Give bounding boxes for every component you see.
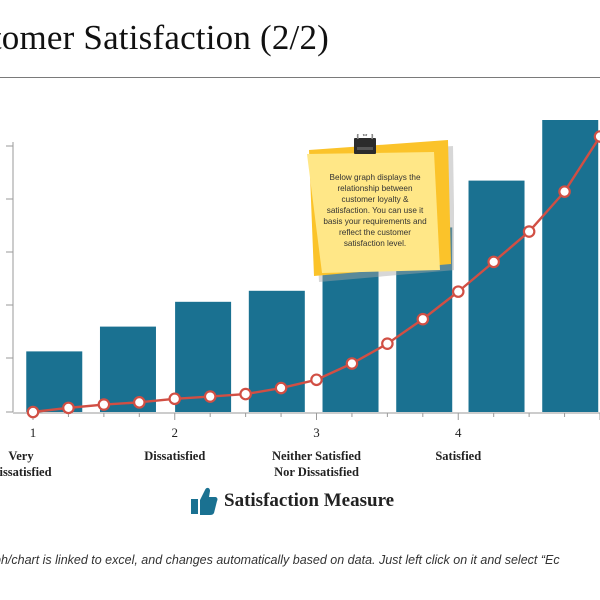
x-tick-label: 2 <box>172 425 179 440</box>
line-point <box>274 381 288 395</box>
bar-layer <box>26 120 599 412</box>
axis-title-label: Satisfaction Measure <box>224 490 395 511</box>
axis-title: Satisfaction Measure <box>190 486 394 516</box>
line-point <box>203 390 217 403</box>
line-point <box>62 401 75 415</box>
sticky-note-front <box>307 152 440 273</box>
x-tick-label: 1 <box>30 425 37 440</box>
line-point <box>381 337 394 350</box>
line-point <box>97 398 111 411</box>
category-label: Satisfied <box>435 449 482 463</box>
category-label: Very Dissatisfied <box>0 449 52 479</box>
page-title: stomer Satisfaction (2/2) <box>0 18 330 57</box>
sticky-note-text: Below graph displays the relationship be… <box>323 173 427 248</box>
line-point <box>558 185 571 198</box>
binder-clip-icon <box>354 134 376 154</box>
line-point <box>168 392 182 406</box>
bar <box>175 301 232 412</box>
x-tick-label: 4 <box>455 425 462 440</box>
thumbs-up-icon <box>191 487 218 515</box>
line-point <box>133 396 146 409</box>
line-point <box>451 285 465 298</box>
category-label: Neither Satisfied Nor Dissatisfied <box>272 449 361 479</box>
bar <box>468 180 525 412</box>
line-point <box>487 255 500 269</box>
line-point <box>310 373 323 387</box>
line-point <box>239 387 252 401</box>
line-point <box>522 225 536 238</box>
bar <box>322 254 379 412</box>
category-label: Dissatisfied <box>144 449 206 463</box>
x-tick-label: 3 <box>313 425 320 440</box>
bar <box>99 326 156 412</box>
bar <box>26 351 83 412</box>
x-tick-layer: 1 2 3 4 <box>30 425 462 440</box>
line-point <box>416 312 430 326</box>
bar <box>542 120 599 412</box>
footer-instructions: ph/chart is linked to excel, and changes… <box>0 553 560 567</box>
sticky-note <box>307 134 454 282</box>
line-point <box>26 405 40 419</box>
line-point <box>593 130 600 143</box>
title-divider <box>0 77 600 78</box>
line-layer <box>26 130 600 419</box>
bar <box>248 290 305 412</box>
line-point <box>345 357 359 370</box>
